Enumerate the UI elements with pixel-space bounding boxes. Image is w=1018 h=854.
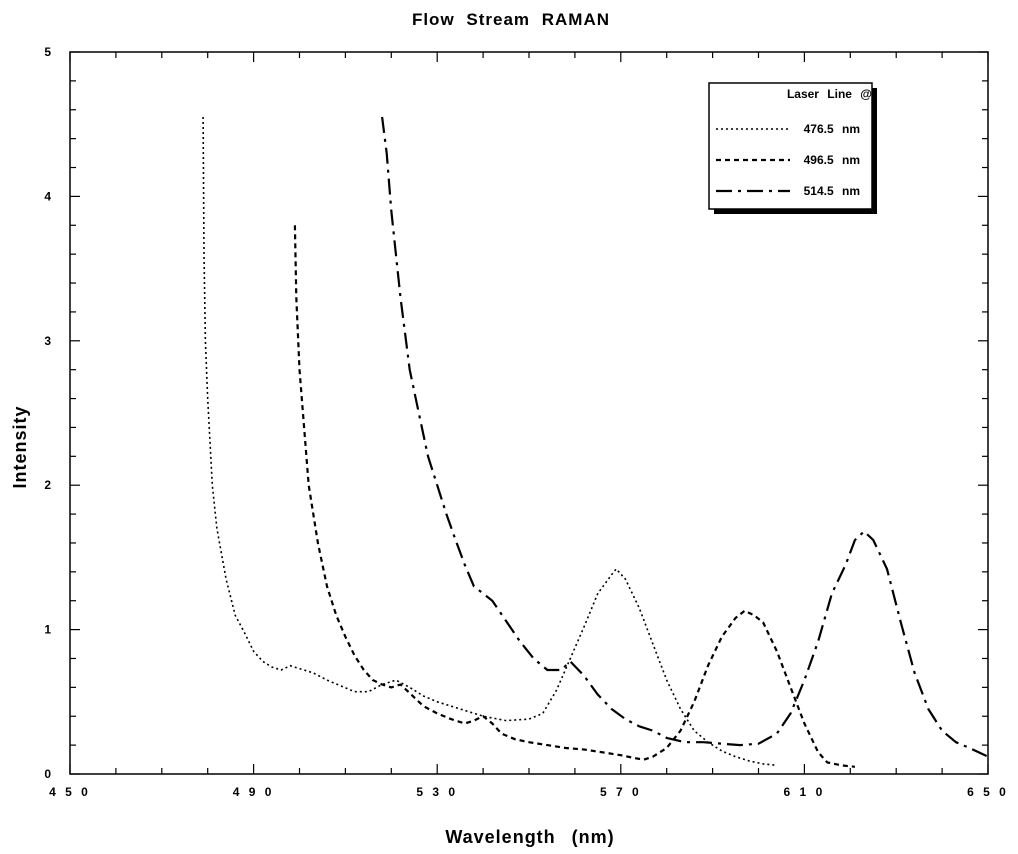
- y-tick-label: 0: [44, 767, 54, 781]
- x-axis-label: Wavelength (nm): [445, 827, 614, 847]
- legend: Laser Line @ 476.5 nm 496.5 nm 514.5 nm: [708, 82, 877, 214]
- legend-entry-3: 514.5 nm: [804, 184, 860, 198]
- series-line-1: [202, 116, 777, 767]
- x-tick-label: 4 9 0: [233, 785, 275, 799]
- y-axis-label: Intensity: [10, 405, 30, 488]
- x-tick-label: 6 5 0: [967, 785, 1009, 799]
- x-tick-label: 5 7 0: [600, 785, 642, 799]
- x-tick-label: 5 3 0: [416, 785, 458, 799]
- legend-box: [708, 82, 873, 210]
- legend-entry-2: 496.5 nm: [804, 153, 860, 167]
- legend-title: Laser Line @: [787, 87, 872, 101]
- y-tick-label: 4: [44, 189, 54, 203]
- ticks: 4 5 0 4 9 0 5 3 0 5 7 0 6 1 0 6 5 0 0 1 2 3 4 5: [44, 45, 1009, 799]
- x-tick-label: 6 1 0: [784, 785, 826, 799]
- y-tick-label: 2: [44, 478, 54, 492]
- y-tick-label: 1: [44, 623, 54, 637]
- series-lines: [202, 116, 989, 768]
- series-line-3: [381, 116, 989, 758]
- y-tick-label: 5: [44, 45, 54, 59]
- chart-title: Flow Stream RAMAN: [412, 10, 610, 29]
- y-tick-label: 3: [44, 334, 54, 348]
- series-line-2: [293, 225, 856, 768]
- x-tick-label: 4 5 0: [49, 785, 91, 799]
- legend-entry-1: 476.5 nm: [804, 122, 860, 136]
